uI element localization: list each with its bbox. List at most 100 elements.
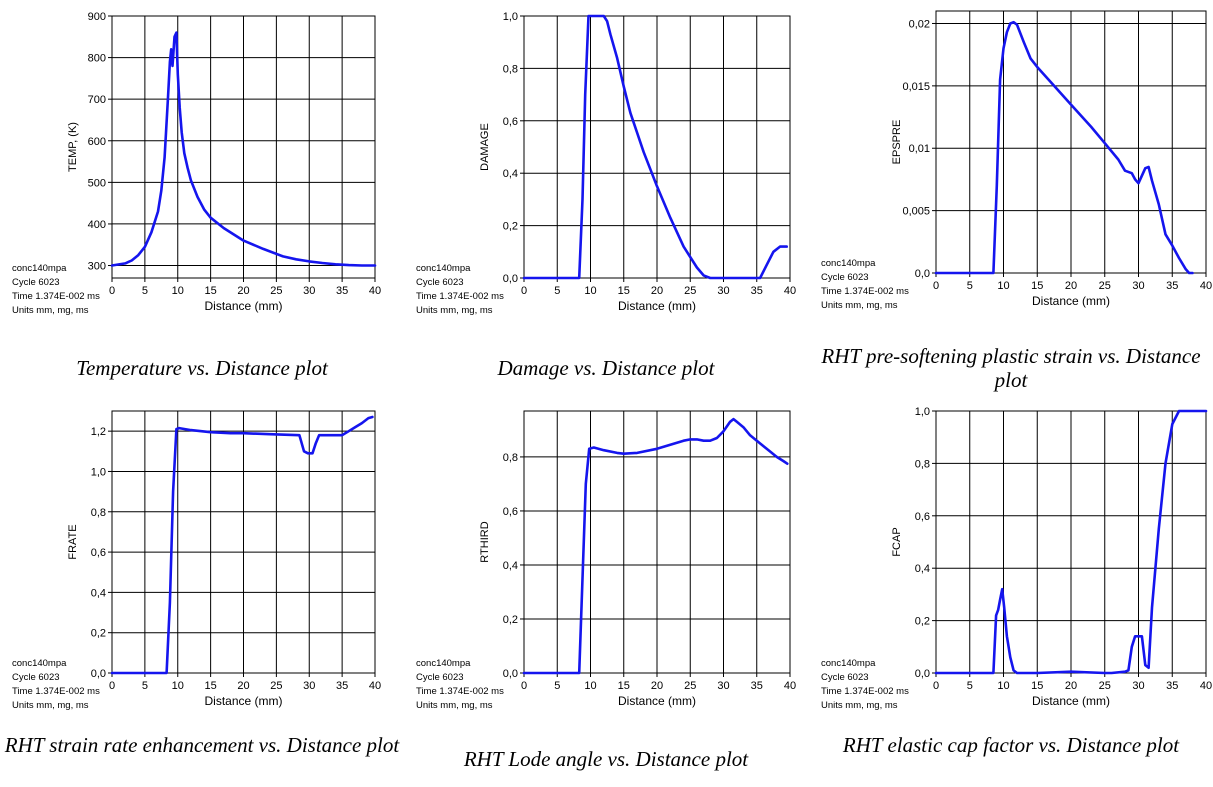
x-tick-label: 10	[172, 680, 184, 692]
chart-caption: RHT pre-softening plastic strain vs. Dis…	[821, 344, 1201, 392]
x-tick-label: 0	[933, 280, 939, 292]
chart-frate: 0 5 10 15 20 25 30 35 40 0,0 0,2 0,4 0,6 0,8 1,0 1,2 Dis…	[12, 410, 381, 711]
chart-panel-temperature: 0 5 10 15 20 25 30 35 40 300 400 500 600 700 800 900 Dis…	[0, 0, 404, 393]
y-tick-label: 900	[88, 11, 106, 23]
run-info-line: Cycle 6023	[416, 277, 464, 288]
x-tick-label: 10	[584, 285, 596, 297]
series-line	[934, 409, 1208, 675]
run-info-line: conc140mpa	[12, 263, 67, 274]
y-tick-label: 0,4	[503, 560, 518, 572]
y-tick-label: 1,2	[91, 426, 106, 438]
x-tick-label: 15	[618, 285, 630, 297]
run-info-line: Time 1.374E-002 ms	[416, 686, 504, 697]
chart-epspre: 0 5 10 15 20 25 30 35 40 0,0 0,005 0,01 0,015 0,02 Dis…	[821, 10, 1212, 311]
x-tick-label: 0	[521, 680, 527, 692]
chart-panel-frate: 0 5 10 15 20 25 30 35 40 0,0 0,2 0,4 0,6 0,8 1,0 1,2 Dis…	[0, 393, 404, 786]
x-tick-label: 25	[1099, 680, 1111, 692]
y-tick-label: 0,2	[503, 614, 518, 626]
y-tick-label: 0,6	[915, 511, 930, 523]
run-info-line: Cycle 6023	[416, 672, 464, 683]
x-tick-label: 15	[1031, 280, 1043, 292]
x-axis-label: Distance (mm)	[204, 299, 282, 313]
chart-fcap: 0 5 10 15 20 25 30 35 40 0,0 0,2 0,4 0,6 0,8 1,0 Distan…	[821, 406, 1212, 711]
y-axis-label: RTHIRD	[479, 521, 491, 562]
x-tick-label: 20	[651, 285, 663, 297]
x-tick-label: 35	[1166, 280, 1178, 292]
y-tick-label: 0,0	[91, 668, 106, 680]
x-tick-label: 20	[237, 680, 249, 692]
x-tick-label: 0	[933, 680, 939, 692]
chart-caption: RHT Lode angle vs. Distance plot	[463, 747, 749, 771]
y-tick-label: 0,8	[91, 507, 106, 519]
x-tick-label: 15	[1031, 680, 1043, 692]
y-tick-label: 1,0	[915, 406, 930, 418]
y-axis-label: EPSPRE	[891, 120, 903, 165]
series-line	[934, 20, 1194, 275]
x-tick-label: 40	[784, 680, 796, 692]
x-axis-label: Distance (mm)	[618, 299, 696, 313]
x-tick-label: 30	[303, 680, 315, 692]
x-tick-label: 5	[554, 285, 560, 297]
run-info-line: conc140mpa	[821, 658, 876, 669]
series-line	[110, 31, 377, 267]
run-info-line: conc140mpa	[416, 263, 471, 274]
run-info-line: Cycle 6023	[821, 672, 869, 683]
y-tick-label: 0,8	[503, 452, 518, 464]
x-tick-label: 0	[521, 285, 527, 297]
y-tick-label: 0,4	[503, 168, 518, 180]
y-tick-label: 500	[88, 177, 106, 189]
y-tick-label: 700	[88, 94, 106, 106]
y-tick-label: 1,0	[503, 11, 518, 23]
chart-caption: RHT strain rate enhancement vs. Distance…	[4, 733, 400, 757]
y-axis-label: FCAP	[891, 527, 903, 556]
x-tick-label: 20	[1065, 680, 1077, 692]
y-tick-label: 0,0	[503, 273, 518, 285]
run-info-line: Units mm, mg, ms	[416, 305, 493, 316]
x-tick-label: 0	[109, 285, 115, 297]
x-tick-label: 15	[205, 285, 217, 297]
y-tick-label: 0,2	[91, 628, 106, 640]
x-tick-label: 5	[142, 285, 148, 297]
chart-panel-fcap: 0 5 10 15 20 25 30 35 40 0,0 0,2 0,4 0,6 0,8 1,0 Distan…	[809, 393, 1213, 786]
y-tick-label: 0,6	[503, 116, 518, 128]
run-info-line: Time 1.374E-002 ms	[12, 686, 100, 697]
x-tick-label: 40	[369, 680, 381, 692]
x-tick-label: 0	[109, 680, 115, 692]
y-tick-label: 0,2	[915, 616, 930, 628]
y-axis-label: DAMAGE	[479, 123, 491, 171]
y-tick-label: 0,4	[91, 587, 106, 599]
x-tick-label: 10	[584, 680, 596, 692]
x-tick-label: 20	[651, 680, 663, 692]
y-tick-label: 400	[88, 219, 106, 231]
x-axis-label: Distance (mm)	[204, 694, 282, 708]
chart-caption: Temperature vs. Distance plot	[76, 356, 328, 380]
y-tick-label: 0,005	[902, 206, 930, 218]
x-tick-label: 5	[967, 280, 973, 292]
y-tick-label: 300	[88, 261, 106, 273]
y-tick-label: 0,015	[902, 81, 930, 93]
y-axis-label: FRATE	[67, 524, 79, 559]
x-tick-label: 35	[751, 285, 763, 297]
chart-temperature: 0 5 10 15 20 25 30 35 40 300 400 500 600 700 800 900 Dis…	[12, 11, 381, 316]
x-tick-label: 15	[618, 680, 630, 692]
x-tick-label: 10	[997, 680, 1009, 692]
x-axis-label: Distance (mm)	[618, 694, 696, 708]
x-tick-label: 30	[717, 285, 729, 297]
run-info-line: Units mm, mg, ms	[12, 700, 89, 711]
x-tick-label: 5	[142, 680, 148, 692]
y-tick-label: 0,02	[909, 18, 930, 30]
y-tick-label: 0,8	[503, 63, 518, 75]
series-line	[110, 415, 374, 675]
y-tick-label: 0,6	[503, 506, 518, 518]
chart-panel-rthird: 0 5 10 15 20 25 30 35 40 0,0 0,2 0,4 0,6 0,8 Distance …	[404, 393, 808, 786]
x-tick-label: 25	[684, 680, 696, 692]
run-info-line: Units mm, mg, ms	[821, 700, 898, 711]
run-info-line: Time 1.374E-002 ms	[821, 286, 909, 297]
x-tick-label: 30	[1132, 680, 1144, 692]
x-tick-label: 30	[717, 680, 729, 692]
y-tick-label: 800	[88, 53, 106, 65]
x-tick-label: 35	[336, 285, 348, 297]
y-tick-label: 0,8	[915, 458, 930, 470]
y-tick-label: 0,2	[503, 221, 518, 233]
x-tick-label: 35	[336, 680, 348, 692]
